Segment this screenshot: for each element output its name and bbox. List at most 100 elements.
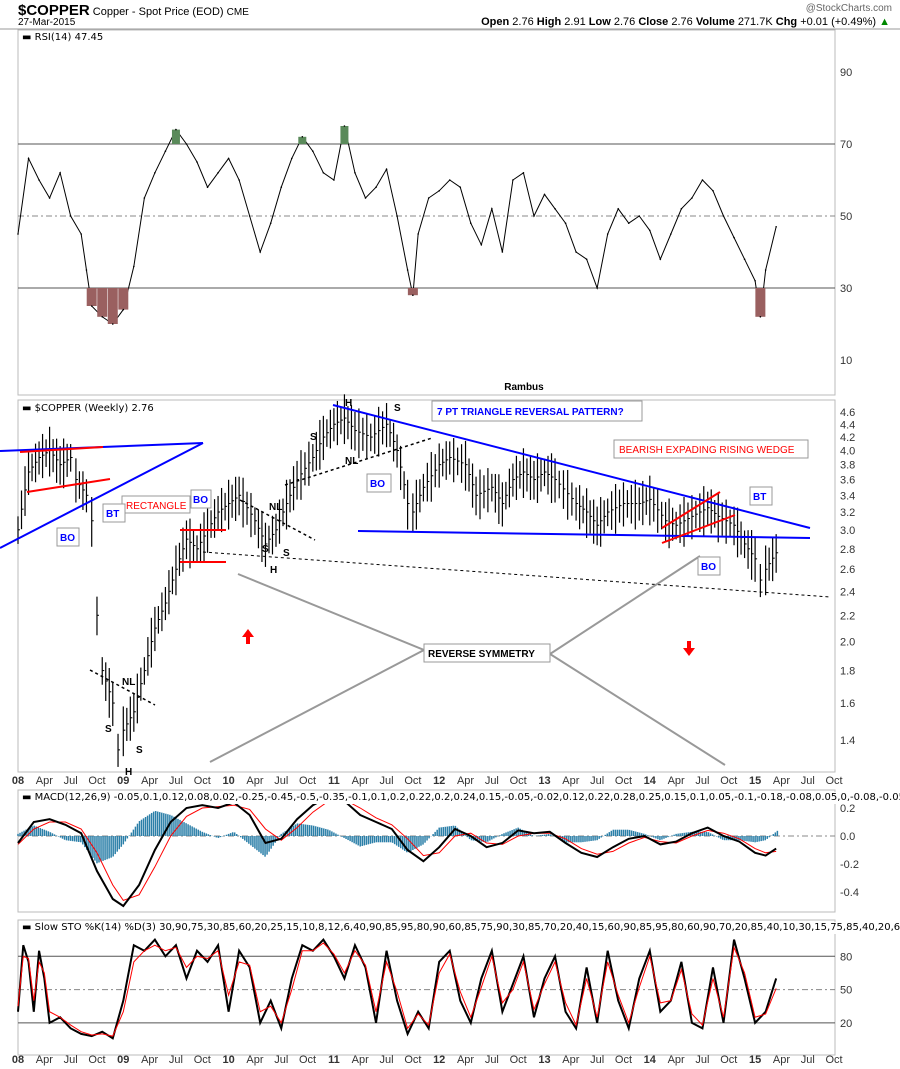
bt-label: BT xyxy=(753,492,766,503)
rsi-point xyxy=(38,179,40,181)
x-axis-label: Oct xyxy=(299,775,316,787)
rsi-point xyxy=(491,208,493,210)
triangle-bottom-line xyxy=(357,530,811,539)
shoulder-label: S xyxy=(136,745,143,756)
sto-title-text: Slow STO %K(14) %D(3) 30,90,75,30,85,60,… xyxy=(35,922,900,933)
low-value: 2.76 xyxy=(613,16,636,28)
trendlines xyxy=(0,404,831,766)
rsi-point xyxy=(427,197,430,199)
x-axis-label: Jul xyxy=(274,1054,288,1066)
rsi-point xyxy=(649,229,651,232)
rsi-point xyxy=(343,125,346,127)
x-axis-label: Apr xyxy=(773,1054,790,1066)
bo-label: BO xyxy=(370,479,385,490)
rsi-point xyxy=(217,172,219,174)
red-trendline xyxy=(26,478,111,493)
price-ytick: 2.2 xyxy=(840,610,855,622)
up-triangle-icon: ▲ xyxy=(879,16,890,28)
price-ytick: 3.0 xyxy=(840,525,855,537)
rsi-point xyxy=(90,305,93,307)
rsi-point xyxy=(301,136,304,138)
x-axis-label: Jul xyxy=(64,1054,78,1066)
x-axis-label: Jul xyxy=(169,775,183,787)
rsi-point xyxy=(670,233,672,235)
price-ytick: 3.4 xyxy=(840,490,855,502)
low-label: Low xyxy=(588,16,611,28)
shoulder-label: S xyxy=(283,548,290,559)
x-axis-label: Apr xyxy=(773,775,790,787)
rsi-point xyxy=(396,215,398,217)
x-axis-label: Apr xyxy=(457,775,474,787)
rsi-ytick: 70 xyxy=(840,139,852,151)
price-ytick: 2.8 xyxy=(840,544,855,556)
neckline-label: NL xyxy=(269,502,282,513)
rsi-point xyxy=(406,269,409,271)
x-axis-label: 15 xyxy=(749,1054,761,1066)
rsi-point xyxy=(185,143,188,145)
rsi-point xyxy=(585,258,588,261)
x-axis-label: 08 xyxy=(12,1054,24,1066)
sto-ytick: 80 xyxy=(840,951,852,963)
red-trendline xyxy=(19,446,104,453)
rsi-point xyxy=(533,215,535,217)
x-axis-label: Jul xyxy=(380,775,394,787)
x-axis-label: 15 xyxy=(749,775,761,787)
rsi-point xyxy=(196,161,198,163)
x-axis-label: Jul xyxy=(590,775,604,787)
rsi-point xyxy=(722,215,725,217)
x-axis-label: Apr xyxy=(36,775,53,787)
neckline-label: NL xyxy=(122,677,135,688)
rsi-ytick: 30 xyxy=(840,283,852,295)
macd-signal-line xyxy=(17,799,777,901)
chg-value: +0.01 (+0.49%) xyxy=(800,16,877,28)
head-label: H xyxy=(125,767,132,778)
rsi-point xyxy=(617,208,620,210)
x-axis-label: Oct xyxy=(510,775,527,787)
rsi-title: ▬ RSI(14) 47.45 xyxy=(22,32,103,43)
legend-dash-icon: ▬ xyxy=(22,922,35,933)
x-axis-label: Jul xyxy=(695,775,709,787)
rsi-point xyxy=(596,287,598,289)
macd-value: -0.05,0.1,0.12,0.08,0.02,-0.25,-0.45,-0.… xyxy=(113,792,900,803)
rsi-point xyxy=(512,179,514,181)
rsi-ytick: 90 xyxy=(840,67,852,79)
macd-ytick: -0.2 xyxy=(840,859,859,871)
symbol: $COPPER xyxy=(18,2,90,19)
rsi-oversold-fill xyxy=(755,288,766,317)
rsi-point xyxy=(333,179,335,181)
x-axis-label: Oct xyxy=(826,775,843,787)
macd-ytick: -0.4 xyxy=(840,887,859,899)
sto-ytick: 20 xyxy=(840,1018,852,1030)
rsi-point xyxy=(143,197,146,199)
instrument-name: Copper - Spot Price (EOD) xyxy=(92,6,224,18)
rsi-point xyxy=(385,168,388,170)
price-ytick: 1.6 xyxy=(840,698,855,710)
x-axis-label: 14 xyxy=(644,775,657,787)
rsi-point xyxy=(764,269,767,271)
head-label: H xyxy=(270,565,277,576)
rsi-point xyxy=(606,233,609,235)
x-axis-label: 11 xyxy=(328,775,340,787)
x-axis-label: Apr xyxy=(562,775,579,787)
down-arrow-icon xyxy=(683,641,695,656)
x-axis-label: Apr xyxy=(141,1054,158,1066)
x-axis-label: 14 xyxy=(644,1054,657,1066)
quote-summary: Open 2.76 High 2.91 Low 2.76 Close 2.76 … xyxy=(481,16,890,28)
x-axis-label: Jul xyxy=(695,1054,709,1066)
price-ytick: 4.2 xyxy=(840,432,855,444)
neckline-label: NL xyxy=(345,456,358,467)
shoulder-label: S xyxy=(105,724,112,735)
price-ytick: 3.8 xyxy=(840,460,855,472)
rsi-point xyxy=(759,316,762,318)
legend-dash-icon: ▬ xyxy=(22,792,35,803)
x-axis-label: Jul xyxy=(590,1054,604,1066)
x-axis-label: Oct xyxy=(826,1054,843,1066)
rsi-point xyxy=(459,186,462,188)
x-axis-label: Apr xyxy=(457,1054,474,1066)
shoulder-label: S xyxy=(262,544,269,555)
macd-ytick: 0.2 xyxy=(840,803,855,815)
x-axis-label: Oct xyxy=(404,775,421,787)
rsi-point xyxy=(469,222,472,224)
rsi-point xyxy=(680,208,683,210)
exchange: CME xyxy=(226,7,249,18)
